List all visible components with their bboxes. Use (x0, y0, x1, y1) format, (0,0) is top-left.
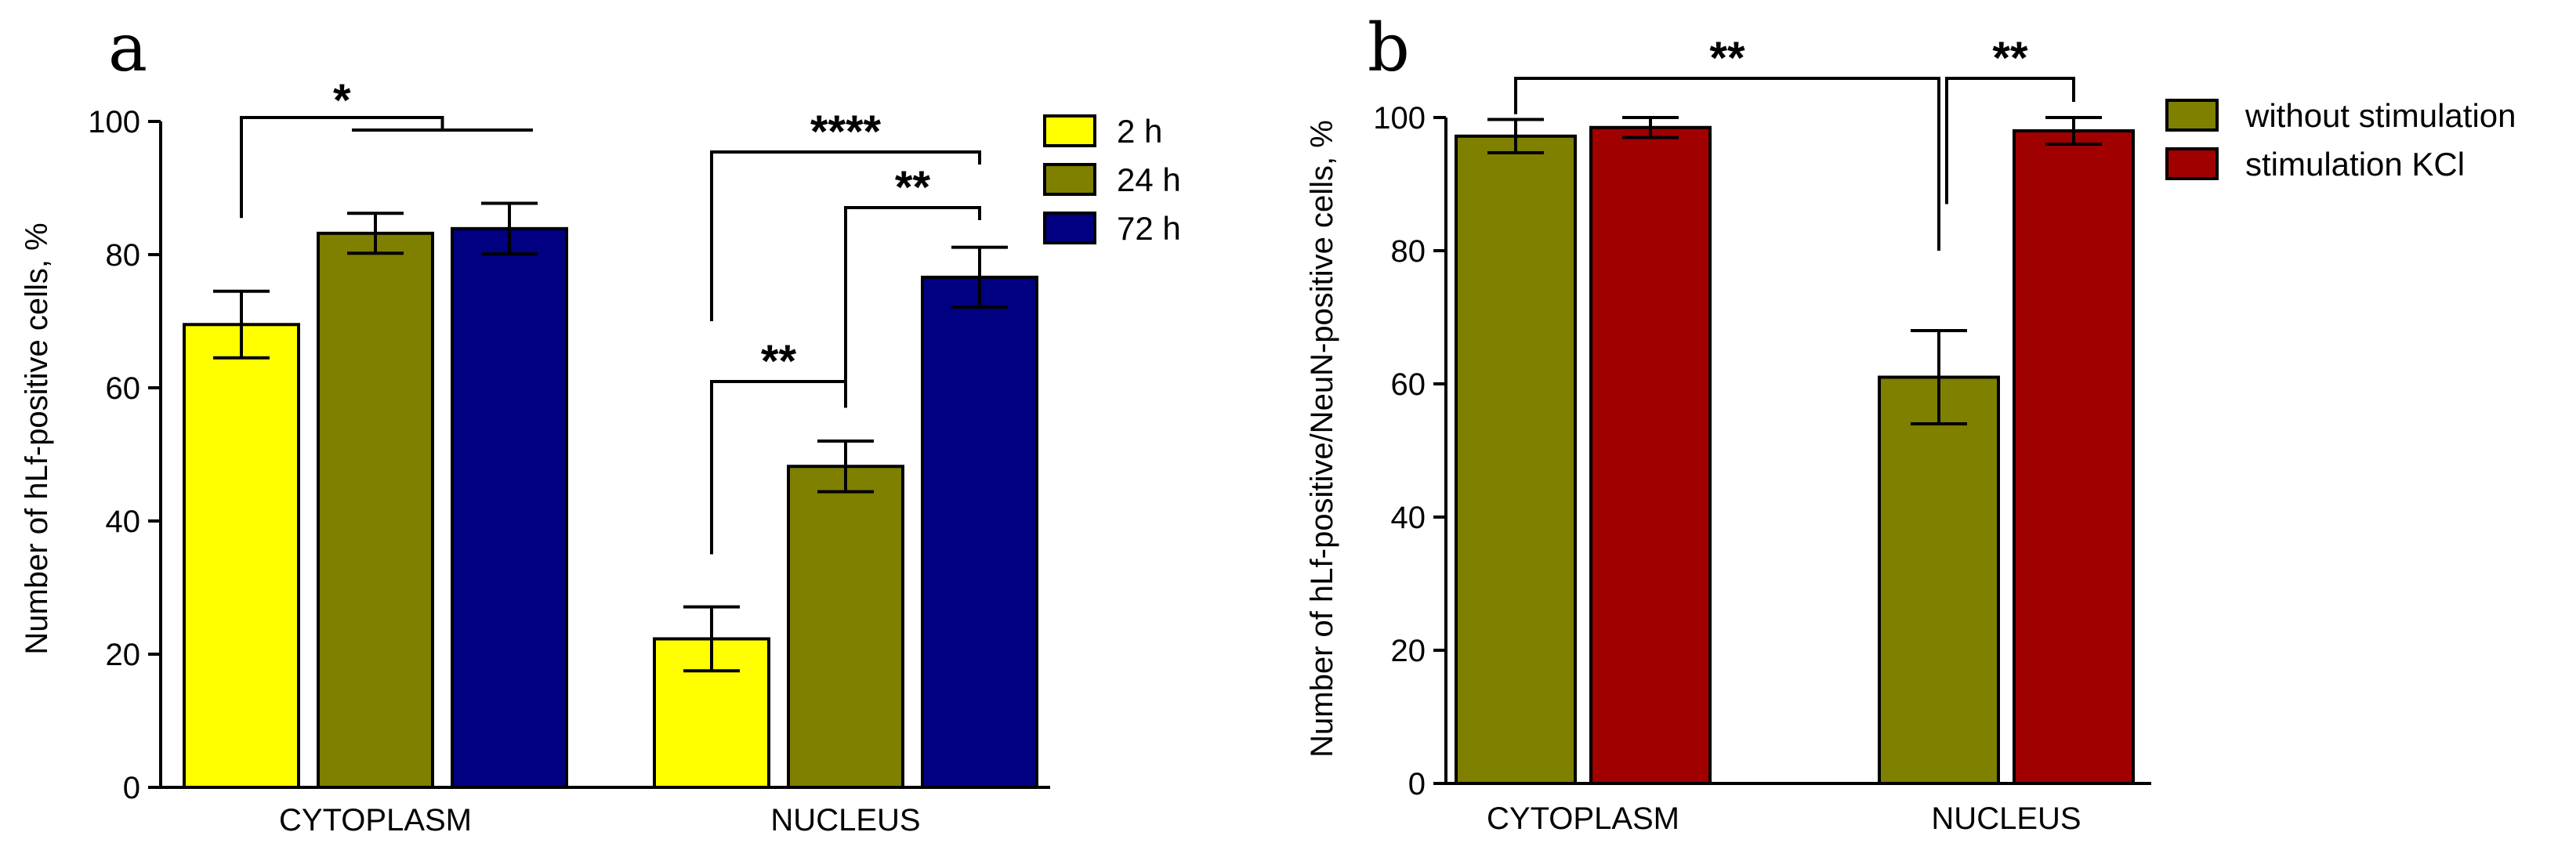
panel-a-ytick-label: 80 (106, 238, 141, 273)
panel-a-significance: * (333, 75, 351, 126)
panel-b-legend-label: stimulation KCl (2245, 146, 2465, 183)
panel-b-category-label: NUCLEUS (1931, 801, 2081, 836)
panel-a-legend-swatch (1043, 114, 1096, 147)
panel-a-ytick-label: 100 (88, 105, 140, 139)
panel-a-ytick-label: 60 (106, 371, 141, 406)
panel-b-plot: 0 20 40 60 80 100 CYTOPLASM NUCLEUS ** ** without … (1373, 33, 2516, 836)
panel-a-ytick-label: 40 (106, 505, 141, 539)
panel-b-bar (2013, 129, 2135, 785)
panel-b-category-label: CYTOPLASM (1487, 801, 1679, 836)
panel-b-ytick-label: 0 (1408, 767, 1426, 801)
panel-a-letter: a (108, 9, 147, 86)
panel-a-bar (451, 226, 568, 790)
panel-a-legend-label: 24 h (1117, 161, 1181, 198)
panel-a-legend-swatch (1043, 163, 1096, 196)
panel-a-category-label: CYTOPLASM (279, 803, 472, 837)
panel-b-legend-swatch (2165, 99, 2219, 132)
panel-b-letter: b (1368, 9, 1410, 86)
panel-a-legend-label: 2 h (1117, 113, 1162, 150)
panel-b-bar (1878, 375, 2000, 785)
panel-a-category-label: NUCLEUS (770, 803, 920, 837)
panel-a-ytick-label: 20 (106, 638, 141, 672)
panel-a-legend-label: 72 h (1117, 210, 1181, 247)
panel-a-ylabel: Number of hLf-positive cells, % (20, 222, 54, 654)
panel-a-bracket (240, 116, 444, 219)
panel-a-bar (787, 465, 904, 789)
panel-a-significance: **** (810, 107, 882, 157)
panel-a-bracket (710, 380, 847, 555)
panel-b-bar (1589, 125, 1712, 785)
panel-b-bar (1455, 134, 1577, 786)
panel-b-bracket (1945, 77, 2075, 204)
panel-b-legend-label: without stimulation (2244, 97, 2516, 134)
panel-a-bar (317, 231, 434, 789)
panel-b-ylabel: Number of hLf-positive/NeuN-positive cel… (1305, 120, 1339, 758)
panel-a-bar (183, 323, 300, 789)
panel-b-ytick-label: 40 (1391, 501, 1426, 535)
panel-b-ytick-label: 60 (1391, 367, 1426, 402)
panel-b-significance: ** (1992, 33, 2028, 84)
panel-b-ytick-label: 80 (1391, 234, 1426, 269)
panel-b-bracket (1514, 77, 1940, 251)
panel-a-bracket (710, 150, 981, 321)
panel-a-bracket (844, 206, 981, 408)
panel-b-significance: ** (1709, 33, 1745, 84)
panel-b-ytick-label: 100 (1373, 101, 1426, 136)
panel-a-legend-swatch (1043, 212, 1096, 244)
panel-a-significance: ** (761, 336, 797, 387)
panel-b-ytick-label: 20 (1391, 634, 1426, 668)
panel-a-significance: ** (895, 162, 931, 213)
panel-a-bar (921, 275, 1038, 789)
panel-b-legend-swatch (2165, 147, 2219, 180)
panel-a-ytick-label: 0 (123, 771, 140, 805)
